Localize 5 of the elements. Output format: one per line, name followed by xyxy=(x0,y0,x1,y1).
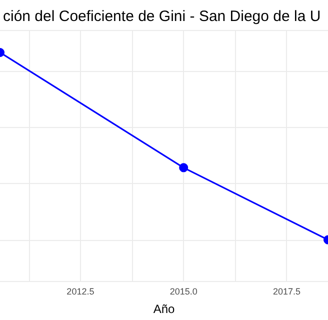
chart-title: ción del Coeficiente de Gini - San Diego de la U xyxy=(3,8,321,25)
x-tick-label: 2017.5 xyxy=(272,286,301,296)
x-tick-label: 2012.5 xyxy=(66,286,94,296)
x-tick-label: 2015.0 xyxy=(170,286,198,296)
x-axis-title: Año xyxy=(153,302,175,316)
